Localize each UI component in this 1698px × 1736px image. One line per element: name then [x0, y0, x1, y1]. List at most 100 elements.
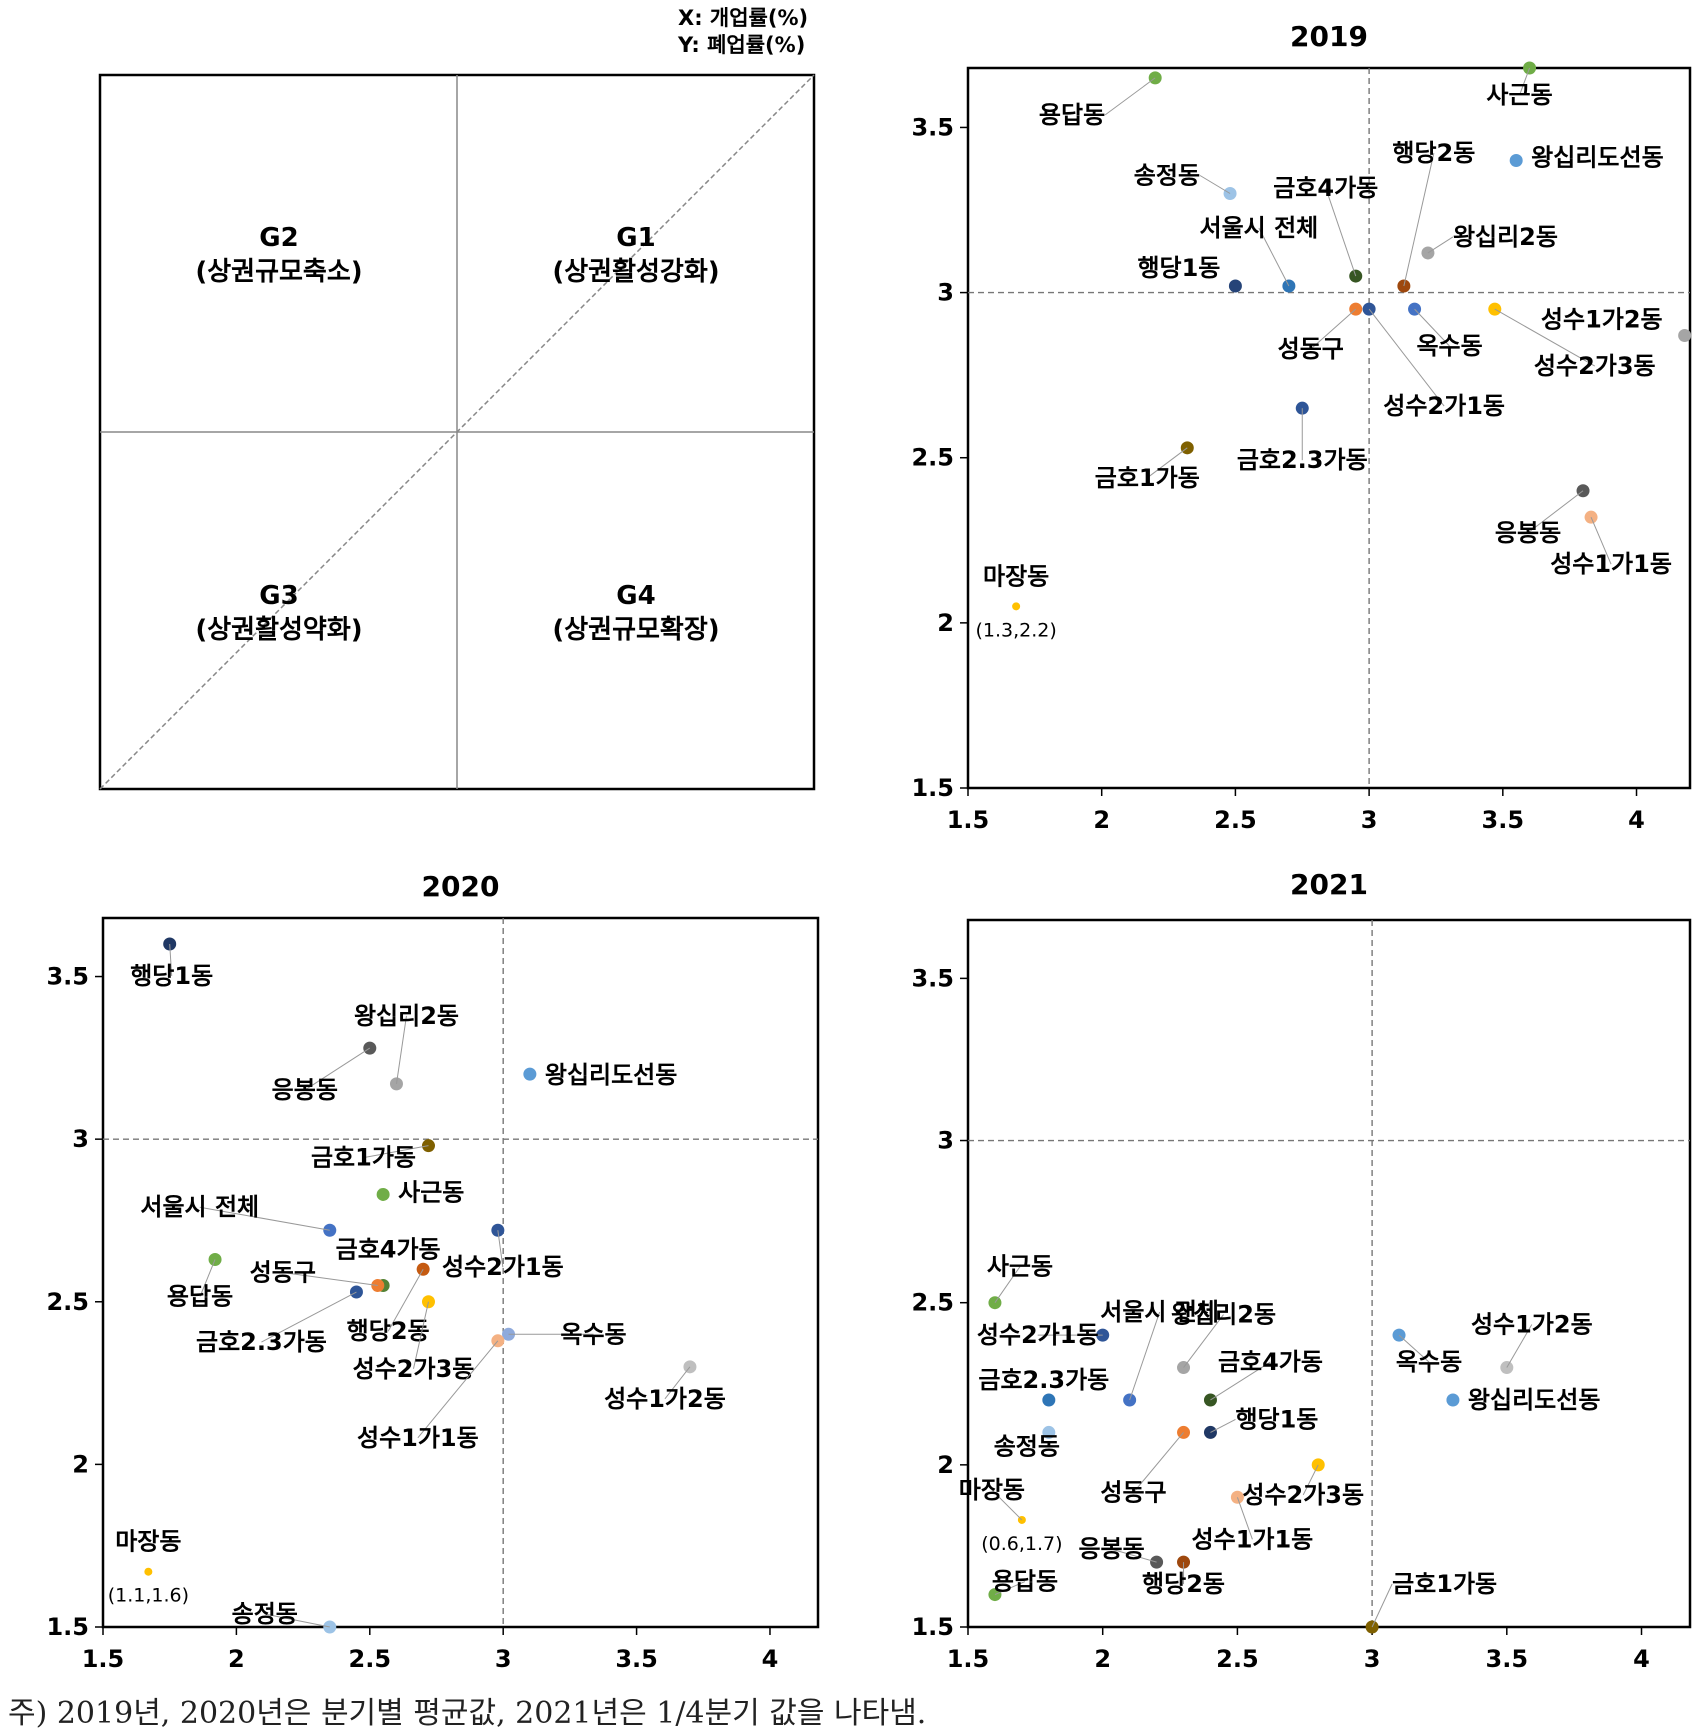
- point-label: 응봉동: [1495, 519, 1561, 547]
- g4-name: G4: [616, 581, 655, 611]
- point-label: 사근동: [987, 1253, 1053, 1281]
- leader-line: [1302, 1464, 1319, 1496]
- point-label: 행당1동: [1235, 1405, 1318, 1433]
- leader-line: [1129, 1311, 1161, 1401]
- point-label: 응봉동: [1078, 1535, 1144, 1563]
- point-label: 행당2동: [1392, 139, 1475, 167]
- leader-line: [1133, 1432, 1184, 1493]
- leader-line: [417, 1340, 499, 1439]
- point-label: 성수2가1동: [977, 1321, 1099, 1349]
- point-label: 금호2.3가동: [1237, 446, 1368, 474]
- chart-2021: 2021 1.5 2 2.5 3 3.5 4 1.5 2 2.5 3 3.5 사근동성수2가1동서울시 …: [911, 868, 1692, 1673]
- data-point: [1446, 1393, 1460, 1407]
- leader-line: [1519, 67, 1531, 96]
- y-tick-label: 1.5: [46, 1613, 89, 1641]
- leader-line: [1146, 447, 1188, 479]
- point-label: 금호1가동: [311, 1144, 416, 1172]
- point-label: 옥수동: [1416, 332, 1482, 360]
- data-point: [523, 1067, 537, 1081]
- leader-line: [1506, 1324, 1533, 1368]
- point-label: 사근동: [1486, 81, 1552, 109]
- point-label: 금호1가동: [1392, 1570, 1497, 1598]
- y-tick-label: 2.5: [46, 1288, 89, 1316]
- y-tick-label: 2.5: [911, 444, 954, 472]
- point-label: 왕십리2동: [354, 1002, 459, 1030]
- leader-line: [497, 1230, 504, 1268]
- leader-line: [1183, 1314, 1224, 1368]
- leader-line: [199, 1259, 216, 1297]
- y-tick-label: 3: [937, 279, 954, 307]
- point-label: 행당1동: [130, 962, 213, 990]
- x-tick-label: 3.5: [1482, 806, 1525, 834]
- point-label: 성수2가1동: [1383, 392, 1505, 420]
- x-tick-label: 2: [1093, 806, 1110, 834]
- point-label: 성수1가2동: [1541, 306, 1663, 334]
- point-label: 금호1가동: [1095, 464, 1200, 492]
- point-label: 송정동: [232, 1600, 298, 1628]
- leader-line: [304, 1047, 371, 1091]
- x-tick-label: 2.5: [349, 1645, 392, 1673]
- leader-line: [199, 1206, 330, 1231]
- point-label: 서울시 전체: [1200, 214, 1319, 242]
- point-label: 용답동: [992, 1568, 1058, 1596]
- leader-line: [1527, 490, 1584, 534]
- x-tick-label: 1.5: [947, 806, 990, 834]
- y-tick-label: 3.5: [46, 963, 89, 991]
- y-tick-label: 1.5: [911, 774, 954, 802]
- point-label: 금호2.3가동: [196, 1328, 327, 1356]
- leader-line: [1111, 1548, 1157, 1563]
- g1-desc: (상권활성강화): [552, 257, 719, 287]
- x-tick-label: 3.5: [1486, 1645, 1529, 1673]
- leader-line: [1236, 1497, 1253, 1540]
- x-tick-label: 2.5: [1214, 806, 1257, 834]
- point-label: 왕십리도선동: [1468, 1386, 1600, 1414]
- point-label: 사근동: [398, 1178, 464, 1206]
- plot-area: [101, 916, 820, 1629]
- chart-title: 2019: [1290, 20, 1368, 53]
- point-label: 성동구: [1100, 1478, 1166, 1506]
- y-tick-label: 3: [937, 1127, 954, 1155]
- point-label: 성수2가3동: [1242, 1481, 1364, 1509]
- y-tick-label: 2: [937, 609, 954, 637]
- leader-line: [1398, 1334, 1430, 1363]
- point-label: 용답동: [167, 1282, 233, 1310]
- point-label: 행당2동: [1142, 1570, 1225, 1598]
- x-tick-label: 2: [228, 1645, 245, 1673]
- point-label: 행당2동: [347, 1317, 430, 1345]
- chart-title: 2021: [1290, 868, 1368, 901]
- leader-line: [1210, 1418, 1236, 1433]
- x-tick-label: 4: [762, 1645, 779, 1673]
- leader-line: [1371, 1583, 1393, 1628]
- x-tick-label: 1.5: [82, 1645, 125, 1673]
- g2-name: G2: [259, 223, 298, 253]
- data-point: [1678, 329, 1692, 343]
- leader-line: [387, 1269, 424, 1332]
- point-label: 성동구: [1278, 335, 1344, 363]
- data-point: [1012, 602, 1021, 611]
- leader-line: [1414, 308, 1450, 347]
- y-tick-label: 2.5: [911, 1289, 954, 1317]
- leader-line: [994, 1266, 1021, 1303]
- y-tick-label: 1.5: [911, 1613, 954, 1641]
- point-label: 왕십리도선동: [1531, 143, 1663, 171]
- leader-line: [1210, 1361, 1271, 1401]
- y-tick-label: 3: [72, 1125, 89, 1153]
- y-tick-label: 3.5: [911, 964, 954, 992]
- leader-line: [363, 1145, 429, 1159]
- point-label: 마장동: [115, 1528, 181, 1556]
- point-label: 성수1가1동: [357, 1424, 479, 1452]
- y-tick-label: 2: [72, 1450, 89, 1478]
- leader-line: [1310, 308, 1357, 350]
- point-label: 응봉동: [272, 1076, 338, 1104]
- leader-line: [1199, 175, 1231, 194]
- data-point: [376, 1187, 390, 1201]
- y-tick-label: 2: [937, 1451, 954, 1479]
- plot-area: [966, 66, 1692, 790]
- leader-line: [1258, 227, 1290, 287]
- point-label: 서울시 전체: [1100, 1298, 1219, 1326]
- x-tick-label: 1.5: [947, 1645, 990, 1673]
- leader-line: [412, 1301, 429, 1369]
- point-label: 성수2가3동: [353, 1355, 475, 1383]
